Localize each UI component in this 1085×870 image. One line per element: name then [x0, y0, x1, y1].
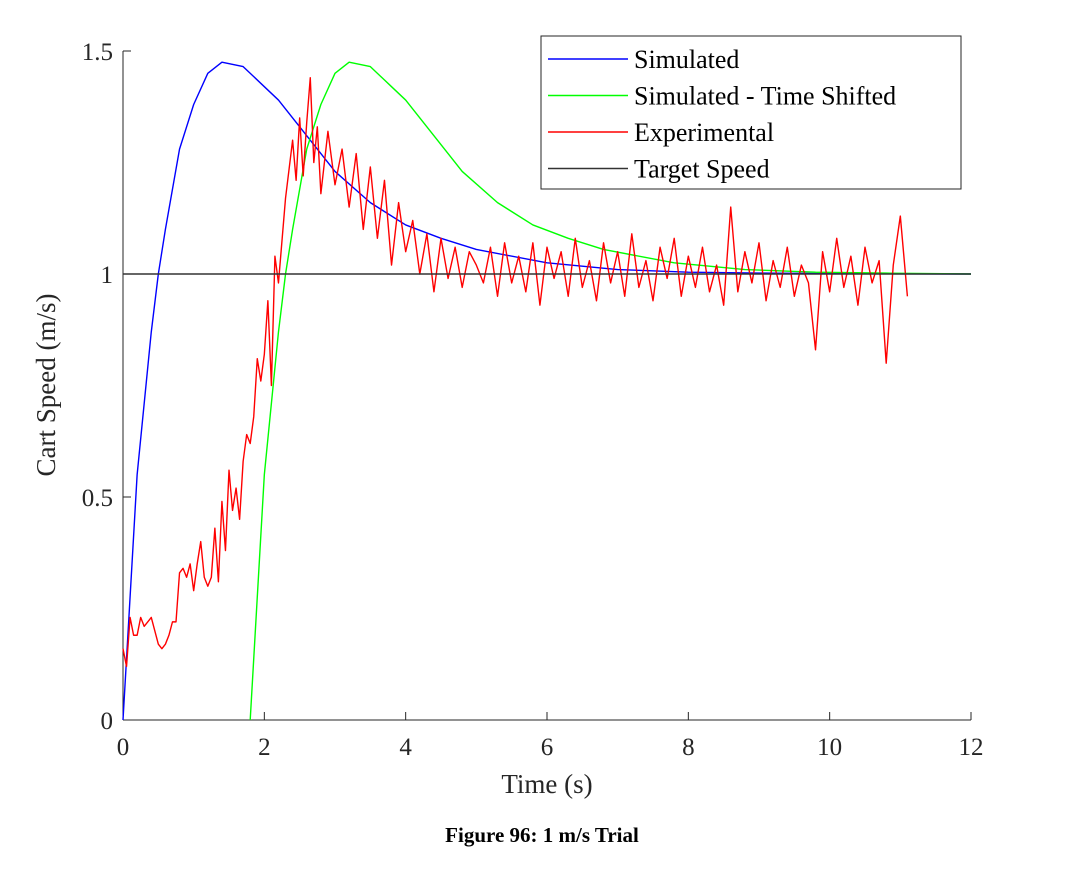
x-tick-label: 4: [399, 734, 412, 761]
legend-box: [540, 35, 962, 190]
y-axis-label: Cart Speed (m/s): [31, 294, 61, 477]
legend-label: Simulated - Time Shifted: [634, 82, 896, 111]
x-tick-label: 6: [541, 734, 554, 761]
series-line: [249, 61, 972, 721]
y-tick-label: 0: [101, 708, 114, 735]
x-tick-label: 2: [258, 734, 271, 761]
x-tick-label: 12: [959, 734, 984, 761]
y-tick-label: 1.5: [82, 39, 113, 66]
legend-label: Target Speed: [634, 155, 770, 184]
figure-caption: Figure 96: 1 m/s Trial: [445, 823, 639, 847]
x-tick-label: 0: [117, 734, 130, 761]
y-tick-label: 0.5: [82, 485, 113, 512]
x-tick-label: 8: [682, 734, 695, 761]
series-line: [122, 77, 909, 668]
legend-label: Simulated: [634, 45, 739, 74]
x-axis-label: Time (s): [501, 769, 592, 799]
legend-label: Experimental: [634, 118, 774, 147]
y-tick-label: 1: [101, 262, 114, 289]
x-tick-label: 10: [817, 734, 842, 761]
